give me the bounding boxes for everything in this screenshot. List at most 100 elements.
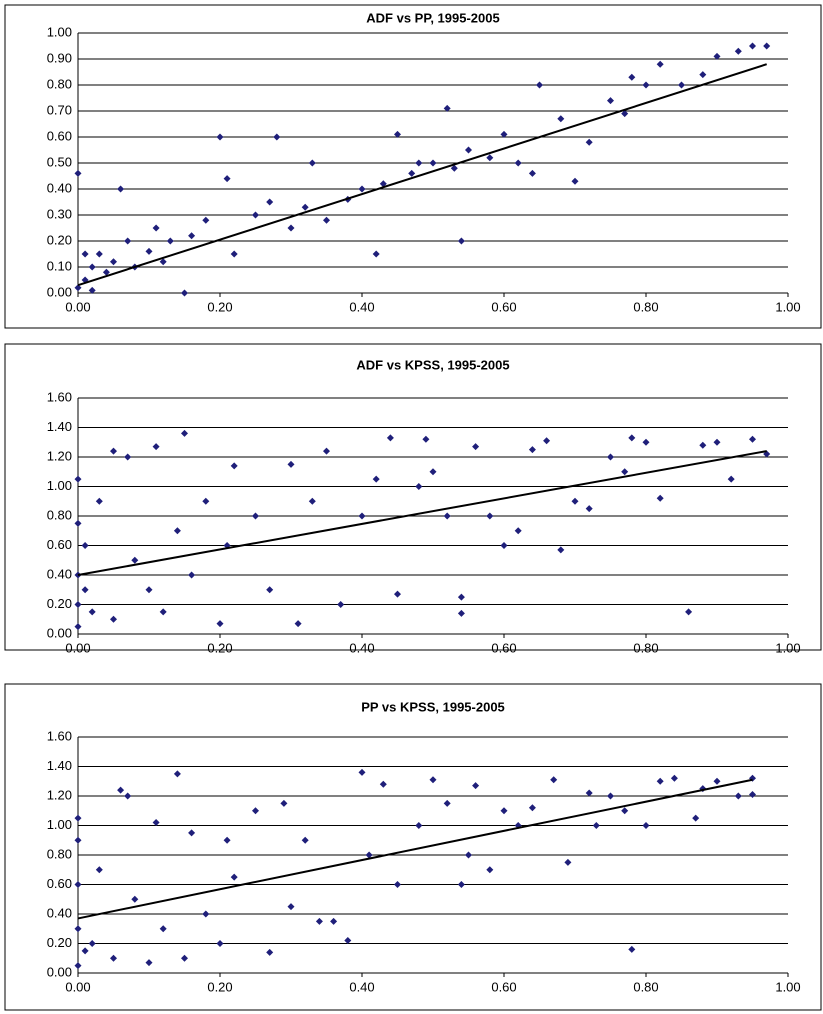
point [536, 81, 543, 89]
point [528, 169, 536, 177]
point [457, 609, 465, 617]
point [358, 768, 366, 776]
y-tick-label: 0.00 [47, 964, 72, 979]
point [429, 159, 437, 167]
point [131, 556, 139, 564]
point [95, 866, 103, 874]
point [252, 512, 259, 520]
point [457, 237, 465, 245]
point [74, 623, 82, 631]
point [280, 799, 288, 807]
point [628, 945, 636, 953]
point [571, 177, 579, 185]
point [557, 115, 565, 123]
point [585, 789, 593, 797]
x-tick-label: 1.00 [775, 979, 800, 994]
point [749, 42, 756, 50]
point [592, 822, 600, 829]
point [678, 81, 685, 89]
y-tick-label: 0.80 [47, 846, 72, 861]
point [124, 792, 132, 800]
y-tick-label: 0.20 [47, 596, 72, 611]
point [110, 447, 117, 455]
point [166, 237, 174, 245]
chart-panel: ADF vs PP, 1995-2005 0.00 0.10 0.20 0.30 0.40… [4, 4, 822, 329]
point [74, 601, 82, 608]
point [415, 483, 423, 490]
y-tick-label: 0.00 [47, 284, 72, 299]
point [500, 542, 508, 549]
y-tick-label: 0.70 [47, 102, 72, 117]
point [230, 250, 238, 258]
point [457, 881, 465, 888]
point [486, 866, 494, 874]
point [110, 258, 117, 266]
y-tick-label: 0.60 [47, 876, 72, 891]
point [642, 438, 650, 446]
point [273, 133, 281, 141]
point [429, 776, 437, 784]
point [394, 881, 401, 888]
point [88, 263, 96, 271]
point [216, 620, 224, 628]
point [315, 917, 323, 925]
point [344, 937, 352, 945]
point [749, 791, 756, 799]
point [656, 494, 664, 502]
x-tick-label: 0.20 [207, 299, 232, 314]
point [188, 232, 196, 240]
point [379, 180, 387, 188]
point [216, 133, 224, 141]
point [734, 792, 742, 800]
x-tick-label: 0.60 [491, 640, 516, 655]
point [607, 792, 614, 800]
y-tick-label: 0.50 [47, 154, 72, 169]
point [621, 110, 629, 118]
point [173, 527, 181, 535]
y-tick-label: 1.60 [47, 728, 72, 743]
chart-panel: PP vs KPSS, 1995-2005 0.00 0.20 0.40 0.60 0.8… [4, 683, 822, 1011]
point [266, 198, 274, 206]
point [621, 807, 629, 815]
point [429, 468, 437, 476]
point [372, 250, 380, 258]
y-tick-label: 1.40 [47, 758, 72, 773]
point [159, 608, 167, 616]
point [685, 608, 693, 616]
point [500, 807, 508, 815]
point [642, 81, 650, 89]
y-tick-label: 0.20 [47, 935, 72, 950]
y-tick-label: 0.40 [47, 180, 72, 195]
point [159, 258, 167, 266]
point [95, 497, 103, 505]
point [230, 462, 238, 470]
point [74, 169, 82, 177]
point [621, 468, 629, 476]
point [287, 460, 295, 468]
y-tick-label: 0.10 [47, 258, 72, 273]
y-tick-label: 0.80 [47, 507, 72, 522]
point [465, 146, 472, 154]
x-tick-label: 1.00 [775, 640, 800, 655]
chart-frame [4, 4, 822, 329]
chart-title: ADF vs PP, 1995-2005 [366, 10, 499, 25]
point [74, 519, 82, 527]
point [571, 497, 579, 505]
point [145, 247, 153, 255]
point [252, 211, 259, 219]
point [514, 159, 522, 167]
point [415, 159, 423, 167]
point [457, 593, 465, 601]
point [145, 586, 153, 594]
point [656, 60, 664, 68]
point [379, 780, 387, 788]
point [628, 73, 636, 81]
point [117, 185, 125, 193]
point [408, 169, 416, 177]
point [223, 175, 231, 183]
point [202, 497, 210, 505]
point [152, 443, 160, 451]
point [656, 777, 664, 785]
point [415, 822, 423, 829]
point [102, 268, 110, 276]
